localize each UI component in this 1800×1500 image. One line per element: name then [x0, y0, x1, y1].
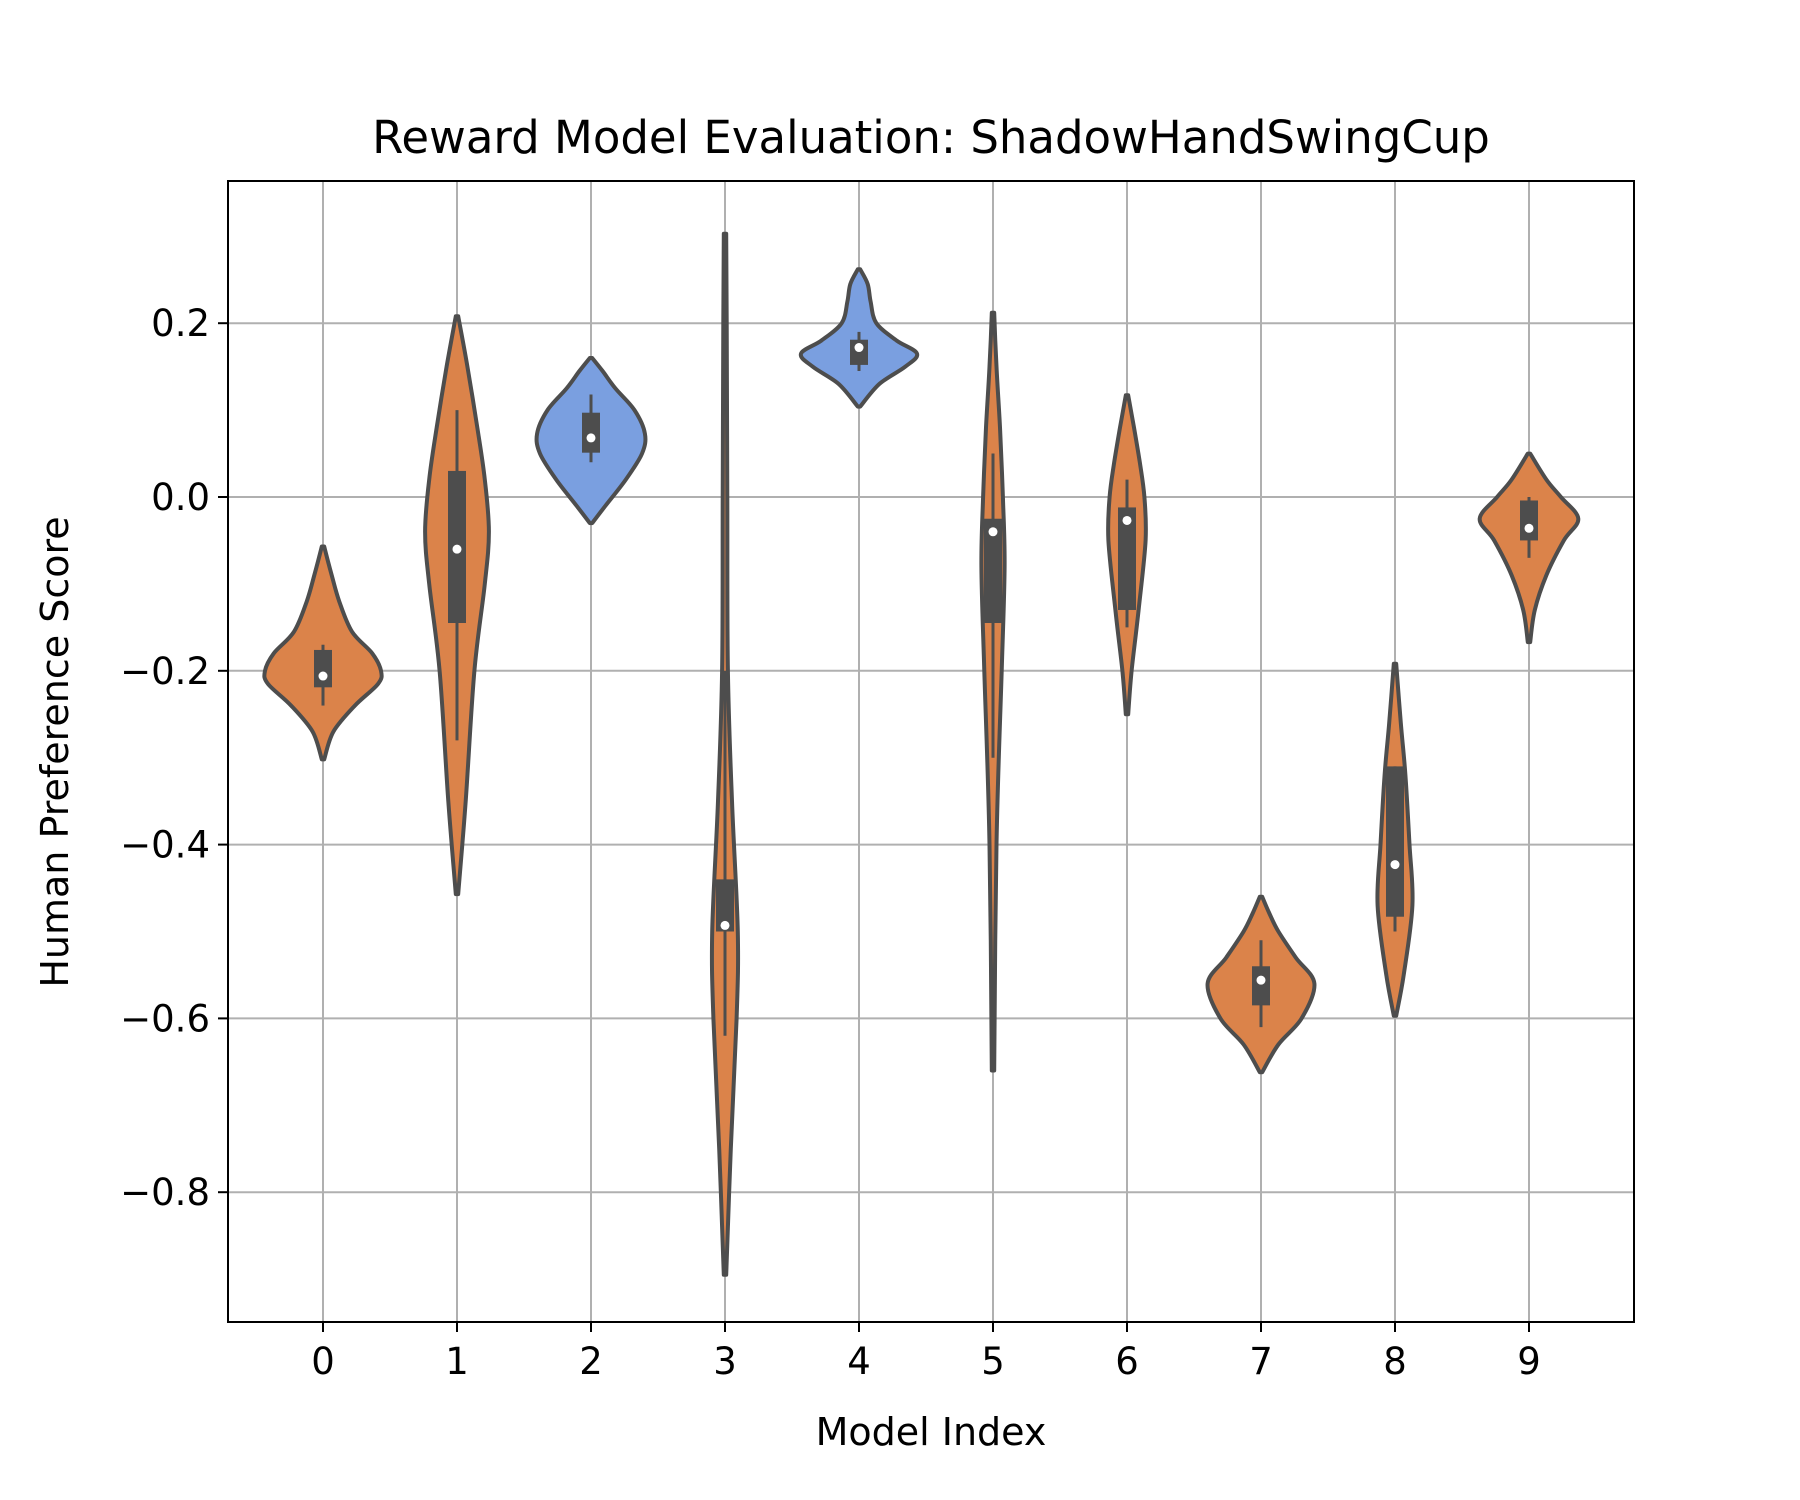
y-axis-ticks: 0.2 0.0 −0.2 −0.4 −0.6 −0.8 — [120, 302, 228, 1214]
x-tick-label: 0 — [311, 1340, 335, 1383]
y-tick-label: −0.6 — [120, 997, 210, 1040]
violin-model-7 — [1205, 894, 1317, 1075]
y-tick-label: −0.4 — [120, 824, 210, 867]
violin-iqr-box — [1252, 966, 1270, 1006]
y-tick-label: −0.8 — [120, 1171, 210, 1214]
violin-model-8 — [1375, 661, 1415, 1018]
violin-median-dot — [988, 527, 998, 537]
violin-iqr-box — [1118, 507, 1136, 610]
violin-model-2 — [534, 356, 648, 526]
x-tick-label: 3 — [713, 1340, 737, 1383]
violins — [262, 231, 1581, 1277]
y-tick-label: 0.0 — [151, 476, 210, 519]
violin-median-dot — [1256, 975, 1266, 985]
violin-iqr-box — [1520, 500, 1538, 541]
violin-model-1 — [423, 314, 491, 897]
violin-model-6 — [1106, 393, 1148, 717]
y-tick-label: −0.2 — [120, 650, 210, 693]
violin-iqr-box — [716, 879, 734, 932]
x-tick-label: 4 — [847, 1340, 871, 1383]
x-axis-label: Model Index — [816, 1410, 1047, 1454]
x-axis-ticks: 0 1 2 3 4 5 6 7 8 9 — [311, 1322, 1541, 1383]
violin-model-0 — [262, 544, 384, 762]
axes-frame — [227, 180, 1635, 1323]
violin-median-dot — [452, 544, 462, 554]
violin-median-dot — [1122, 515, 1132, 525]
violin-model-5 — [979, 310, 1007, 1073]
violin-median-dot — [318, 671, 328, 681]
violin-iqr-box — [582, 412, 600, 453]
violin-iqr-box — [984, 518, 1002, 624]
y-tick-label: 0.2 — [151, 302, 210, 345]
violin-median-dot — [1524, 523, 1534, 533]
x-tick-label: 5 — [981, 1340, 1005, 1383]
violin-median-dot — [586, 433, 596, 443]
y-axis-label: Human Preference Score — [33, 516, 77, 987]
violin-median-dot — [1390, 860, 1400, 870]
violin-iqr-box — [314, 649, 332, 688]
violin-median-dot — [854, 343, 864, 353]
x-tick-label: 8 — [1383, 1340, 1407, 1383]
x-tick-label: 6 — [1115, 1340, 1139, 1383]
violin-model-9 — [1477, 451, 1581, 645]
x-tick-label: 1 — [445, 1340, 469, 1383]
x-tick-label: 7 — [1249, 1340, 1273, 1383]
violin-iqr-box — [850, 339, 868, 365]
violin-iqr-box — [1386, 766, 1404, 917]
violin-median-dot — [720, 920, 730, 930]
violin-model-3 — [709, 231, 741, 1277]
x-tick-label: 9 — [1517, 1340, 1541, 1383]
x-tick-label: 2 — [579, 1340, 603, 1383]
violin-model-4 — [798, 267, 920, 409]
chart-title: Reward Model Evaluation: ShadowHandSwing… — [372, 111, 1490, 164]
